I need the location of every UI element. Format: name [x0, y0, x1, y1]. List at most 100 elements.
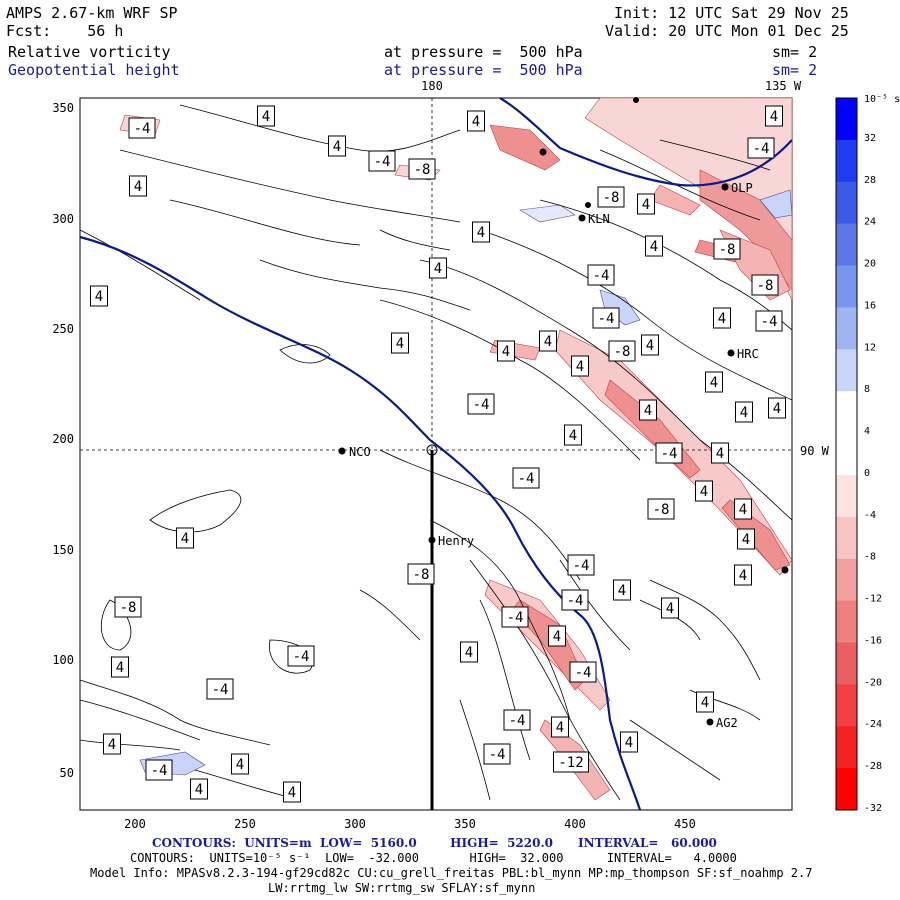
svg-text:-4: -4 — [753, 141, 770, 157]
contour-label: 4 — [231, 753, 249, 775]
svg-text:4: 4 — [773, 401, 781, 417]
contour-label: -8 — [647, 498, 675, 520]
svg-text:4: 4 — [740, 405, 748, 421]
y-tick: 50 — [60, 766, 74, 780]
contour-label: 4 — [735, 401, 753, 423]
svg-text:4: 4 — [553, 629, 561, 645]
colorbar-tick: 24 — [864, 217, 876, 228]
contour-label: 4 — [765, 105, 783, 127]
svg-text:4: 4 — [644, 403, 652, 419]
svg-text:-4: -4 — [134, 121, 151, 137]
colorbar-tick: -8 — [864, 552, 876, 563]
contour-label: -4 — [287, 645, 315, 667]
svg-text:4: 4 — [465, 645, 473, 661]
svg-text:4: 4 — [116, 660, 124, 676]
contour-label: 4 — [467, 110, 485, 132]
contour-label: -4 — [512, 467, 540, 489]
svg-text:4: 4 — [701, 695, 709, 711]
svg-text:4: 4 — [477, 225, 485, 241]
station-dot — [727, 349, 735, 357]
svg-text:4: 4 — [710, 375, 718, 391]
colorbar-segment — [836, 265, 857, 308]
contour-label: -8 — [751, 274, 779, 296]
svg-text:-8: -8 — [414, 162, 431, 178]
svg-text:4: 4 — [576, 359, 584, 375]
contour-label: -4 — [655, 442, 683, 464]
colorbar-tick: -20 — [864, 677, 882, 688]
contour-label: -4 — [561, 589, 589, 611]
svg-text:4: 4 — [95, 289, 103, 305]
station-dot — [428, 536, 436, 544]
contour-label: 4 — [472, 221, 490, 243]
contour-label: 4 — [548, 625, 566, 647]
colorbar-segment — [836, 223, 857, 267]
colorbar-segment — [836, 98, 857, 141]
svg-text:-4: -4 — [661, 446, 678, 462]
svg-text:-12: -12 — [558, 755, 583, 771]
contour-label: -4 — [483, 743, 511, 765]
contour-label: 4 — [713, 307, 731, 329]
colorbar-segment — [836, 684, 857, 727]
field1-smoothing: sm= 2 — [772, 43, 818, 61]
y-tick: 200 — [52, 432, 74, 446]
svg-text:-4: -4 — [473, 397, 490, 413]
contour-label: 4 — [637, 193, 655, 215]
station-label: Henry — [438, 534, 474, 548]
y-tick: 350 — [52, 101, 74, 115]
svg-text:4: 4 — [288, 785, 296, 801]
station-label: OLP — [731, 181, 753, 195]
y-tick: 250 — [52, 322, 74, 336]
svg-text:4: 4 — [739, 502, 747, 518]
geopotential-height-contours — [79, 97, 793, 811]
contour-label: 4 — [696, 691, 714, 713]
colorbar-segment — [836, 349, 857, 392]
contour-label: 4 — [129, 175, 147, 197]
x-tick: 200 — [124, 817, 146, 831]
contour-label: -4 — [567, 554, 595, 576]
y-tick: 300 — [52, 212, 74, 226]
footer-model-info-2: LW:rrtmg_lw SW:rrtmg_sw SFLAY:sf_mynn — [268, 881, 536, 895]
svg-text:4: 4 — [108, 737, 116, 753]
svg-text:-8: -8 — [614, 344, 631, 360]
contour-label: 4 — [734, 498, 752, 520]
svg-text:4: 4 — [625, 735, 633, 751]
svg-text:-8: -8 — [603, 190, 620, 206]
colorbar-segment — [836, 139, 857, 183]
station-label: AG2 — [716, 716, 738, 730]
svg-text:4: 4 — [333, 139, 341, 155]
model-title: AMPS 2.67-km WRF SP — [6, 4, 178, 22]
contour-label: -8 — [713, 238, 741, 260]
svg-text:4: 4 — [134, 179, 142, 195]
contour-label: 4 — [551, 716, 569, 738]
field2-level: at pressure = 500 hPa — [384, 61, 583, 79]
contour-label: -12 — [553, 751, 589, 773]
lon-label-180: 180 — [421, 79, 443, 93]
colorbar-segment — [836, 391, 857, 434]
contour-label: 4 — [497, 340, 515, 362]
colorbar-segment — [836, 600, 857, 643]
colorbar-segment — [836, 307, 857, 350]
colorbar-segment — [836, 642, 857, 685]
svg-text:4: 4 — [642, 197, 650, 213]
x-tick: 450 — [674, 817, 696, 831]
colorbar-tick: -16 — [864, 635, 882, 646]
svg-text:-8: -8 — [653, 502, 670, 518]
contour-label: 4 — [711, 442, 729, 464]
contour-label: 4 — [391, 332, 409, 354]
svg-text:4: 4 — [502, 344, 510, 360]
contour-label: -8 — [408, 158, 436, 180]
contour-label: 4 — [639, 399, 657, 421]
lon-label-135w: 135 W — [765, 79, 802, 93]
station-label: NCO — [349, 445, 371, 459]
contour-label: 4 — [328, 135, 346, 157]
contour-label: 4 — [737, 528, 755, 550]
x-tick: 250 — [234, 817, 256, 831]
colorbar-segment — [836, 516, 857, 560]
svg-text:4: 4 — [646, 338, 654, 354]
svg-text:-8: -8 — [120, 600, 137, 616]
svg-text:4: 4 — [650, 239, 658, 255]
x-tick: 350 — [454, 817, 476, 831]
contour-label: 4 — [429, 257, 447, 279]
colorbar-segment — [836, 768, 857, 811]
